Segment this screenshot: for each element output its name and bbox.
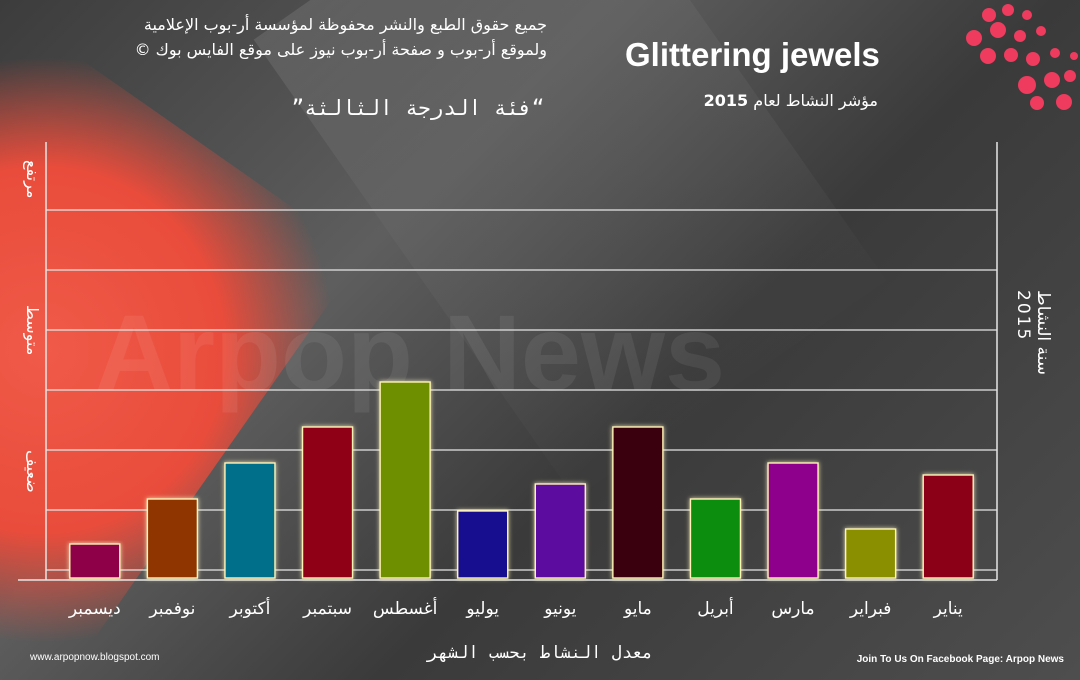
y-level-low: ضعيف bbox=[23, 450, 42, 493]
x-tick-label: أغسطس bbox=[373, 597, 437, 619]
bar-7 bbox=[457, 510, 509, 579]
decorative-dot bbox=[1056, 94, 1072, 110]
bar-3 bbox=[767, 462, 819, 579]
x-tick-label: نوفمبر bbox=[148, 599, 195, 619]
x-tick-label: يونيو bbox=[543, 599, 576, 619]
y-axis-title-line-2: 2015 bbox=[1013, 290, 1033, 342]
decorative-dot bbox=[1044, 72, 1060, 88]
y-level-high: مرتفع bbox=[23, 160, 42, 199]
subtitle-year: 2015 bbox=[703, 91, 749, 110]
y-axis-title-line-1: سنة النشاط bbox=[1033, 290, 1053, 375]
bar-11 bbox=[146, 498, 199, 579]
decorative-dot bbox=[1002, 4, 1014, 16]
decorative-dot bbox=[1018, 76, 1036, 94]
bar-1 bbox=[922, 474, 974, 579]
decorative-dot bbox=[1004, 48, 1018, 62]
footer-website: www.arpopnow.blogspot.com bbox=[30, 652, 160, 663]
copyright-notice: جميع حقوق الطبع والنشر محفوظة لمؤسسة أر-… bbox=[135, 12, 547, 62]
x-tick-label: ديسمبر bbox=[68, 599, 121, 619]
x-tick-label: أبريل bbox=[697, 597, 733, 619]
decorative-dot bbox=[1070, 52, 1078, 60]
x-tick-label: أكتوبر bbox=[229, 597, 271, 619]
bar-10 bbox=[224, 462, 276, 579]
bar-5 bbox=[612, 426, 664, 579]
decorative-dot bbox=[966, 30, 982, 46]
x-tick-label: مارس bbox=[771, 599, 814, 619]
footer-facebook: Join To Us On Facebook Page: Arpop News bbox=[856, 654, 1064, 665]
decorative-dot bbox=[990, 22, 1006, 38]
bar-6 bbox=[534, 483, 586, 579]
x-tick-label: سبتمبر bbox=[302, 599, 352, 619]
x-tick-label: يوليو bbox=[465, 599, 499, 619]
decorative-dot bbox=[1014, 30, 1026, 42]
decorative-dot bbox=[980, 48, 996, 64]
decorative-dot bbox=[1026, 52, 1040, 66]
decorative-dot bbox=[1064, 70, 1076, 82]
y-level-medium: متوسط bbox=[23, 305, 42, 356]
decorative-dot bbox=[982, 8, 996, 22]
bar-9 bbox=[301, 426, 354, 579]
decorative-dot bbox=[1036, 26, 1046, 36]
bar-12 bbox=[69, 543, 121, 579]
decorative-dot bbox=[1050, 48, 1060, 58]
bar-2 bbox=[844, 528, 897, 579]
copyright-line-1: جميع حقوق الطبع والنشر محفوظة لمؤسسة أر-… bbox=[143, 15, 547, 34]
brand-title: Glittering jewels bbox=[625, 36, 880, 73]
x-tick-label: يناير bbox=[933, 599, 963, 619]
copyright-line-2: ولموقع أر-بوب و صفحة أر-بوب نيوز على موق… bbox=[134, 40, 547, 59]
decorative-dots bbox=[960, 0, 1080, 120]
bar-4 bbox=[689, 498, 742, 579]
category-title: ”فئة الدرجة الثالثة“ bbox=[291, 96, 545, 120]
x-tick-label: فبراير bbox=[849, 599, 891, 619]
y-axis-title: سنة النشاط 2015 bbox=[1013, 290, 1053, 375]
x-tick-label: مايو bbox=[623, 599, 652, 619]
decorative-dot bbox=[1030, 96, 1044, 110]
x-axis-title: معدل النشاط بحسب الشهر bbox=[427, 643, 653, 663]
subtitle-text: مؤشر النشاط لعام bbox=[753, 91, 878, 110]
chart-subtitle: مؤشر النشاط لعام 2015 bbox=[704, 91, 878, 110]
decorative-dot bbox=[1022, 10, 1032, 20]
bar-8 bbox=[379, 381, 431, 579]
